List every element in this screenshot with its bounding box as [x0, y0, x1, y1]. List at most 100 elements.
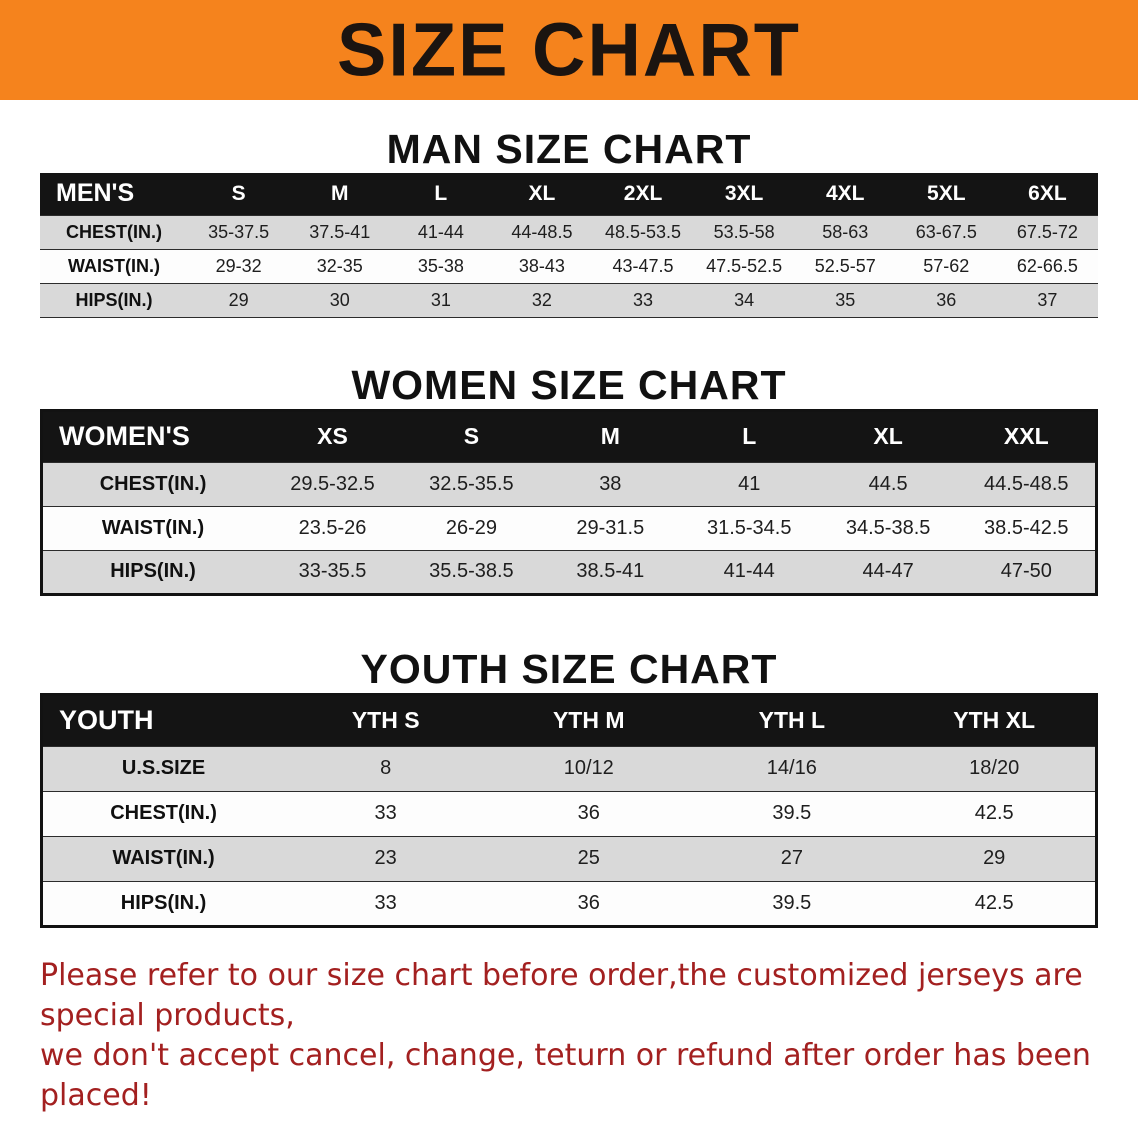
value-cell: 29.5-32.5: [263, 461, 402, 507]
value-cell: 38.5-41: [540, 549, 680, 595]
value-cell: 23.5-26: [263, 505, 402, 551]
measurement-row: CHEST(IN.) 35-37.5 37.5-41 41-44 44-48.5 48.5…: [40, 214, 1098, 250]
value-cell: 32-35: [289, 248, 391, 284]
value-cell: 38.5-42.5: [957, 505, 1097, 551]
value-cell: 33-35.5: [263, 549, 402, 595]
size-column-header: 4XL: [794, 173, 896, 215]
row-label-cell: CHEST(IN.): [40, 214, 189, 250]
size-column-header: L: [679, 410, 819, 462]
banner: SIZE CHART: [0, 0, 1138, 100]
value-cell: 31.5-34.5: [679, 505, 819, 551]
size-column-header: 5XL: [895, 173, 997, 215]
measurement-row: U.S.SIZE 8 10/12 14/16 18/20: [41, 745, 1097, 792]
measurement-row: CHEST(IN.) 29.5-32.5 32.5-35.5 38 41 44.5 44.5…: [41, 461, 1097, 507]
measurement-row: WAIST(IN.) 29-32 32-35 35-38 38-43 43-47.5 47.…: [40, 248, 1098, 284]
value-cell: 14/16: [690, 745, 894, 792]
value-cell: 36: [487, 880, 691, 927]
value-cell: 23: [284, 835, 488, 882]
table-title-cell: MEN'S: [40, 173, 189, 215]
header-row: MEN'S S M L XL 2XL 3XL 4XL 5XL 6XL: [40, 173, 1098, 215]
youth-size-table: YOUTH YTH S YTH M YTH L YTH XL U.S.SIZE 8 10/12…: [40, 692, 1098, 928]
row-label-cell: CHEST(IN.): [41, 461, 264, 507]
value-cell: 31: [390, 282, 492, 318]
value-cell: 53.5-58: [693, 214, 795, 250]
measurement-row: WAIST(IN.) 23 25 27 29: [41, 835, 1097, 882]
value-cell: 47-50: [957, 549, 1097, 595]
value-cell: 27: [690, 835, 894, 882]
value-cell: 67.5-72: [996, 214, 1098, 250]
value-cell: 47.5-52.5: [693, 248, 795, 284]
size-column-header: XS: [263, 410, 402, 462]
value-cell: 43-47.5: [592, 248, 694, 284]
row-label-cell: HIPS(IN.): [41, 549, 264, 595]
size-column-header: S: [188, 173, 290, 215]
value-cell: 32: [491, 282, 593, 318]
value-cell: 42.5: [893, 790, 1097, 837]
value-cell: 29-31.5: [540, 505, 680, 551]
value-cell: 35: [794, 282, 896, 318]
value-cell: 8: [284, 745, 488, 792]
value-cell: 10/12: [487, 745, 691, 792]
value-cell: 35-37.5: [188, 214, 290, 250]
value-cell: 29: [893, 835, 1097, 882]
row-label-cell: HIPS(IN.): [41, 880, 285, 927]
women-section-heading: WOMEN SIZE CHART: [351, 361, 787, 408]
value-cell: 44.5-48.5: [957, 461, 1097, 507]
value-cell: 44-47: [818, 549, 958, 595]
size-column-header: XL: [818, 410, 958, 462]
size-column-header: S: [401, 410, 541, 462]
men-size-table: MEN'S S M L XL 2XL 3XL 4XL 5XL 6XL CHEST(IN.) 35-37…: [40, 173, 1098, 318]
table-title-cell: YOUTH: [41, 694, 285, 746]
size-column-header: YTH S: [284, 694, 488, 746]
measurement-row: CHEST(IN.) 33 36 39.5 42.5: [41, 790, 1097, 837]
page-title: SIZE CHART: [337, 7, 801, 92]
measurement-row: HIPS(IN.) 33 36 39.5 42.5: [41, 880, 1097, 927]
size-column-header: 2XL: [592, 173, 694, 215]
value-cell: 41-44: [679, 549, 819, 595]
value-cell: 36: [895, 282, 997, 318]
size-column-header: 6XL: [996, 173, 1098, 215]
row-label-cell: WAIST(IN.): [40, 248, 189, 284]
youth-section-heading: YOUTH SIZE CHART: [360, 645, 778, 692]
value-cell: 44-48.5: [491, 214, 593, 250]
value-cell: 39.5: [690, 880, 894, 927]
value-cell: 29-32: [188, 248, 290, 284]
size-column-header: YTH L: [690, 694, 894, 746]
size-column-header: L: [390, 173, 492, 215]
men-section-heading: MAN SIZE CHART: [386, 126, 752, 172]
women-size-table: WOMEN'S XS S M L XL XXL CHEST(IN.) 29.5-32.5 32.5…: [40, 408, 1098, 596]
value-cell: 38-43: [491, 248, 593, 284]
value-cell: 25: [487, 835, 691, 882]
size-column-header: YTH XL: [893, 694, 1097, 746]
value-cell: 30: [289, 282, 391, 318]
value-cell: 58-63: [794, 214, 896, 250]
table-title-cell: WOMEN'S: [41, 410, 264, 462]
value-cell: 33: [284, 790, 488, 837]
order-policy-line-2: we don't accept cancel, change, teturn o…: [40, 1037, 1091, 1114]
size-column-header: 3XL: [693, 173, 795, 215]
row-label-cell: WAIST(IN.): [41, 505, 264, 551]
size-column-header: M: [289, 173, 391, 215]
value-cell: 34.5-38.5: [818, 505, 958, 551]
header-row: WOMEN'S XS S M L XL XXL: [41, 410, 1097, 462]
size-column-header: XXL: [957, 410, 1097, 462]
value-cell: 18/20: [893, 745, 1097, 792]
order-policy-note: Please refer to our size chart before or…: [0, 956, 1138, 1117]
row-label-cell: HIPS(IN.): [40, 282, 189, 318]
value-cell: 33: [284, 880, 488, 927]
size-column-header: M: [540, 410, 680, 462]
size-column-header: XL: [491, 173, 593, 215]
row-label-cell: CHEST(IN.): [41, 790, 285, 837]
value-cell: 37: [996, 282, 1098, 318]
value-cell: 38: [540, 461, 680, 507]
value-cell: 36: [487, 790, 691, 837]
value-cell: 35.5-38.5: [401, 549, 541, 595]
value-cell: 34: [693, 282, 795, 318]
value-cell: 39.5: [690, 790, 894, 837]
measurement-row: HIPS(IN.) 29 30 31 32 33 34 35 36 37: [40, 282, 1098, 318]
value-cell: 33: [592, 282, 694, 318]
header-row: YOUTH YTH S YTH M YTH L YTH XL: [41, 694, 1097, 746]
value-cell: 32.5-35.5: [401, 461, 541, 507]
value-cell: 48.5-53.5: [592, 214, 694, 250]
